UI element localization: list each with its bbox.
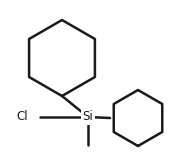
Text: Si: Si bbox=[83, 111, 93, 124]
Text: Cl: Cl bbox=[16, 111, 28, 124]
